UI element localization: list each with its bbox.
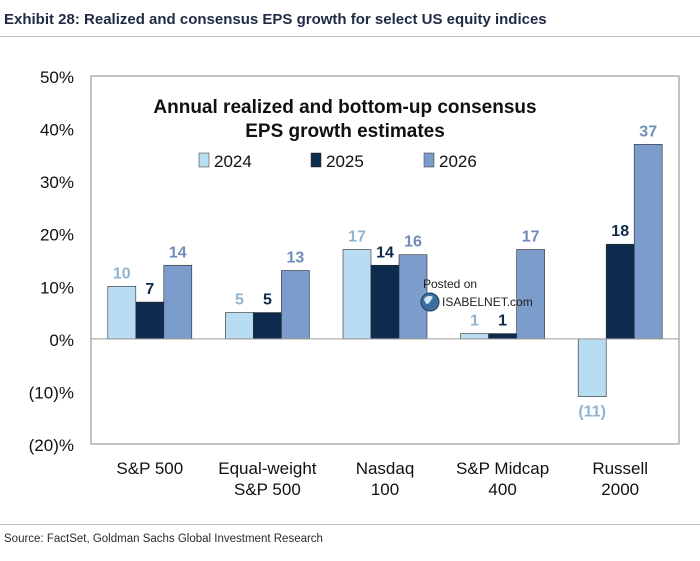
x-tick-label: Russell: [592, 459, 648, 478]
bar-value-label-2024: 5: [235, 292, 244, 309]
y-tick-label: 50%: [40, 68, 74, 87]
watermark-site: ISABELNET.com: [442, 295, 533, 309]
x-axis: S&P 500 Equal-weight S&P 500 Nasdaq 100 S&P M…: [116, 459, 648, 499]
y-tick-label: (10)%: [29, 383, 74, 402]
y-tick-label: (20)%: [29, 436, 74, 455]
bar-2026: [163, 264, 193, 340]
x-tick-label: Equal-weight: [218, 459, 317, 478]
bar-2025: [605, 243, 635, 340]
bar-value-label-2025: 5: [263, 292, 272, 309]
bar-2025: [370, 264, 400, 340]
bar-2026: [281, 270, 310, 340]
x-tick-label: 100: [371, 480, 399, 499]
chart-title-line-2: EPS growth estimates: [245, 121, 445, 142]
legend-label-2025: 2025: [326, 152, 364, 171]
y-tick-label: 40%: [40, 121, 74, 140]
watermark-posted-on: Posted on: [423, 277, 477, 291]
bar-value-label-2026: 37: [639, 123, 657, 140]
x-tick-label: S&P 500: [234, 480, 301, 499]
y-tick-label: 0%: [49, 331, 74, 350]
chart-title-line-1: Annual realized and bottom-up consensus: [153, 97, 536, 118]
globe-icon: [420, 292, 440, 312]
bar-value-label-2024: 17: [348, 228, 366, 245]
header-divider: [0, 36, 700, 37]
y-tick-label: 20%: [40, 226, 74, 245]
source-note: Source: FactSet, Goldman Sachs Global In…: [4, 533, 323, 545]
bar-2025: [135, 301, 165, 340]
bar-2024: [460, 333, 489, 340]
bar-2024: [107, 285, 137, 340]
bar-value-label-2025: 18: [611, 223, 629, 240]
chart-legend: 2024 2025 2026: [198, 152, 477, 171]
y-tick-label: 30%: [40, 173, 74, 192]
legend-label-2026: 2026: [439, 152, 477, 171]
bar-value-label-2025: 7: [145, 281, 154, 298]
exhibit-title: Exhibit 28: Realized and consensus EPS g…: [4, 11, 547, 28]
bar-2024: [225, 312, 254, 340]
bar-value-label-2025: 14: [376, 244, 394, 261]
bars-group: [107, 144, 663, 397]
globe-icon-highlight: [424, 295, 433, 304]
bar-2025: [253, 312, 282, 340]
bar-value-label-2026: 14: [169, 244, 187, 261]
bar-value-label-2026: 13: [287, 250, 305, 267]
x-tick-label: 2000: [601, 480, 639, 499]
bar-value-label-2024: 10: [113, 265, 131, 282]
exhibit-header: Exhibit 28: Realized and consensus EPS g…: [0, 0, 700, 34]
legend-swatch-2026: [423, 152, 435, 168]
footer-divider: [0, 524, 700, 525]
y-axis: (20)% (10)% 0% 10% 20% 30% 40% 50%: [29, 68, 74, 455]
bar-value-label-2024: (11): [578, 404, 606, 421]
x-tick-label: Nasdaq: [356, 459, 415, 478]
y-tick-label: 10%: [40, 278, 74, 297]
legend-label-2024: 2024: [214, 152, 252, 171]
x-tick-label: 400: [488, 480, 516, 499]
bar-2026: [516, 249, 545, 340]
bar-value-label-2026: 16: [404, 234, 422, 251]
legend-swatch-2024: [198, 152, 210, 168]
isabelnet-watermark: Posted on ISABELNET.com: [420, 277, 533, 312]
legend-swatch-2025: [310, 152, 322, 168]
bar-2026: [633, 144, 663, 340]
bar-2025: [488, 333, 517, 340]
x-tick-label: S&P 500: [116, 459, 183, 478]
bar-value-label-2026: 17: [522, 228, 540, 245]
bar-value-label-2024: 1: [470, 313, 479, 330]
bar-2024: [577, 338, 607, 397]
x-tick-label: S&P Midcap: [456, 459, 549, 478]
bar-2024: [342, 249, 372, 340]
bar-labels-group: 10 7 14 5 5 13 17 14 16 1 1 17 (11) 18 37: [113, 123, 657, 420]
bar-value-label-2025: 1: [498, 313, 507, 330]
